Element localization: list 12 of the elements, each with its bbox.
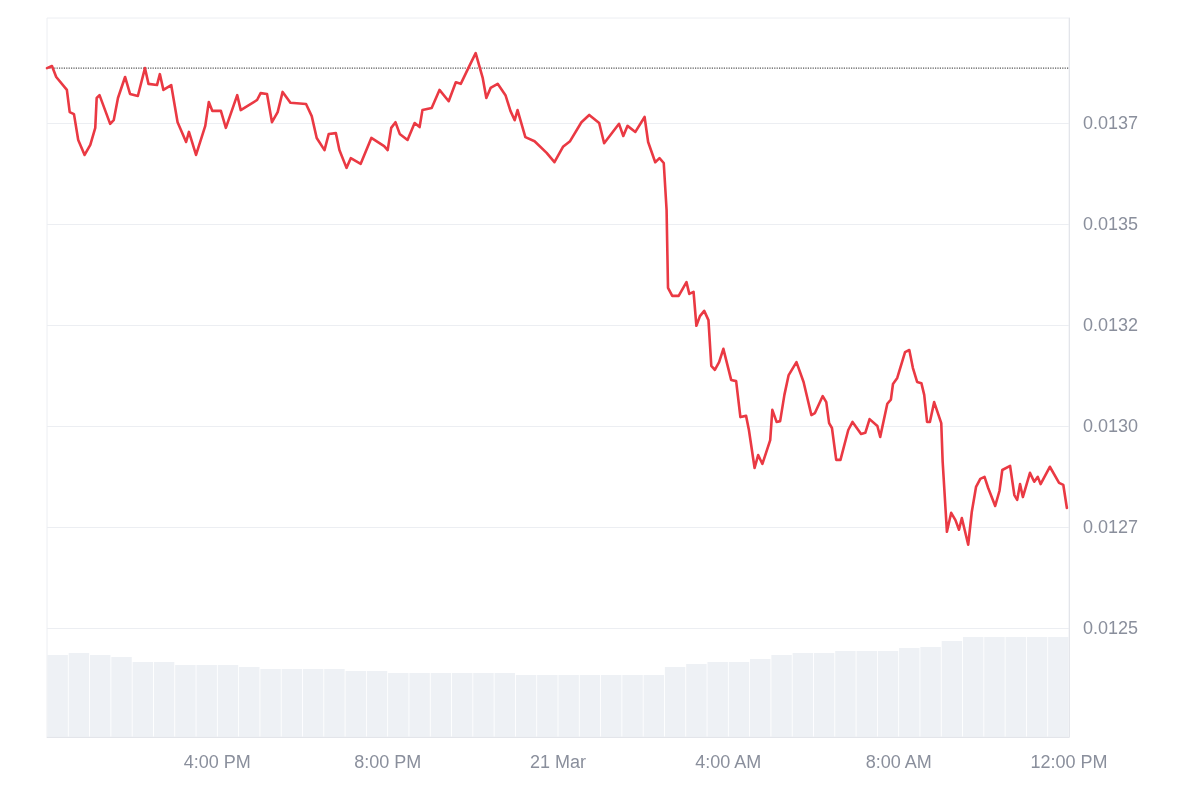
x-tick-label: 4:00 PM <box>183 752 251 772</box>
y-tick-label: 0.0127 <box>1083 516 1139 537</box>
x-tick-label: 12:00 PM <box>1030 752 1108 772</box>
y-tick-label: 0.0135 <box>1083 214 1139 235</box>
x-tick-label: 4:00 AM <box>695 752 762 772</box>
x-tick-label: 8:00 AM <box>865 752 932 772</box>
x-tick-label: 21 Mar <box>529 752 587 772</box>
x-tick-label: 8:00 PM <box>354 752 422 772</box>
y-tick-label: 0.0132 <box>1083 314 1139 335</box>
y-tick-label: 0.0137 <box>1083 113 1139 134</box>
y-tick-label: 0.0125 <box>1083 617 1139 638</box>
y-tick-label: 0.0130 <box>1083 415 1139 436</box>
